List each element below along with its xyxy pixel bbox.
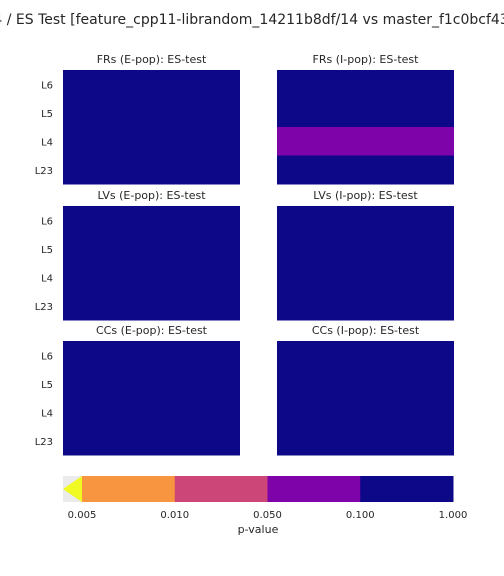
- heatmap-cell: [63, 426, 240, 456]
- heatmap-cell: [277, 426, 454, 456]
- layer-tick-label: L23: [35, 166, 53, 177]
- heatmap-cell: [63, 127, 240, 156]
- colorbar-xlabel: p-value: [238, 523, 279, 536]
- colorbar-tick-label: 0.050: [253, 510, 282, 521]
- heatmap-cell: [63, 291, 240, 321]
- layer-tick-label: L6: [41, 351, 53, 362]
- heatmap-cell: [277, 263, 454, 292]
- heatmap-panels: FRs (E-pop): ES-test L6 L5 L4 L23 FRs (I-pop)…: [35, 53, 454, 456]
- heatmap-cell: [277, 291, 454, 321]
- colorbar-segment: [267, 476, 361, 502]
- heatmap-cell: [63, 234, 240, 264]
- colorbar: 0.005 0.010 0.050 0.100 1.000 p-value: [63, 476, 467, 536]
- heatmap-cell: [63, 155, 240, 185]
- figure-title: 4x4 / ES Test [feature_cpp11-librandom_1…: [0, 12, 504, 28]
- layer-tick-label: L5: [41, 245, 53, 256]
- heatmap-panel: FRs (I-pop): ES-test: [277, 53, 454, 185]
- layer-tick-label: L4: [41, 273, 53, 284]
- panel-title: CCs (I-pop): ES-test: [312, 324, 420, 337]
- heatmap-cell: [63, 369, 240, 399]
- layer-tick-label: L23: [35, 437, 53, 448]
- heatmap-cell: [277, 398, 454, 427]
- heatmap-cell: [277, 341, 454, 370]
- heatmap-cell: [277, 206, 454, 235]
- layer-tick-label: L4: [41, 408, 53, 419]
- layer-tick-label: L6: [41, 216, 53, 227]
- colorbar-segment: [82, 476, 176, 502]
- layer-tick-label: L4: [41, 137, 53, 148]
- panel-title: FRs (I-pop): ES-test: [313, 53, 420, 66]
- panel-title: LVs (I-pop): ES-test: [313, 189, 418, 202]
- layer-tick-label: L23: [35, 302, 53, 313]
- colorbar-segment: [360, 476, 454, 502]
- heatmap-cell: [277, 369, 454, 399]
- heatmap-cell: [277, 234, 454, 264]
- heatmap-cell: [63, 98, 240, 128]
- heatmap-panel: CCs (E-pop): ES-test L6 L5 L4 L23: [35, 324, 240, 456]
- heatmap-cell: [63, 206, 240, 235]
- layer-tick-label: L5: [41, 109, 53, 120]
- panel-title: LVs (E-pop): ES-test: [97, 189, 206, 202]
- colorbar-under-extension: [63, 476, 82, 502]
- heatmap-cell: [277, 127, 454, 156]
- layer-tick-label: L6: [41, 80, 53, 91]
- heatmap-cell: [63, 398, 240, 427]
- heatmap-cell: [63, 70, 240, 99]
- heatmap-cell: [63, 263, 240, 292]
- colorbar-tick-label: 0.005: [68, 510, 97, 521]
- heatmap-panel: CCs (I-pop): ES-test: [277, 324, 454, 456]
- heatmap-cell: [277, 98, 454, 128]
- colorbar-tick-label: 1.000: [439, 510, 468, 521]
- panel-title: FRs (E-pop): ES-test: [97, 53, 207, 66]
- colorbar-tick-label: 0.010: [160, 510, 189, 521]
- heatmap-cell: [63, 341, 240, 370]
- heatmap-cell: [277, 70, 454, 99]
- panel-title: CCs (E-pop): ES-test: [96, 324, 208, 337]
- colorbar-tick-label: 0.100: [346, 510, 375, 521]
- layer-tick-label: L5: [41, 380, 53, 391]
- colorbar-segment: [174, 476, 268, 502]
- heatmap-cell: [277, 155, 454, 185]
- heatmap-panel: LVs (E-pop): ES-test L6 L5 L4 L23: [35, 189, 240, 321]
- heatmap-panel: LVs (I-pop): ES-test: [277, 189, 454, 321]
- heatmap-panel: FRs (E-pop): ES-test L6 L5 L4 L23: [35, 53, 240, 185]
